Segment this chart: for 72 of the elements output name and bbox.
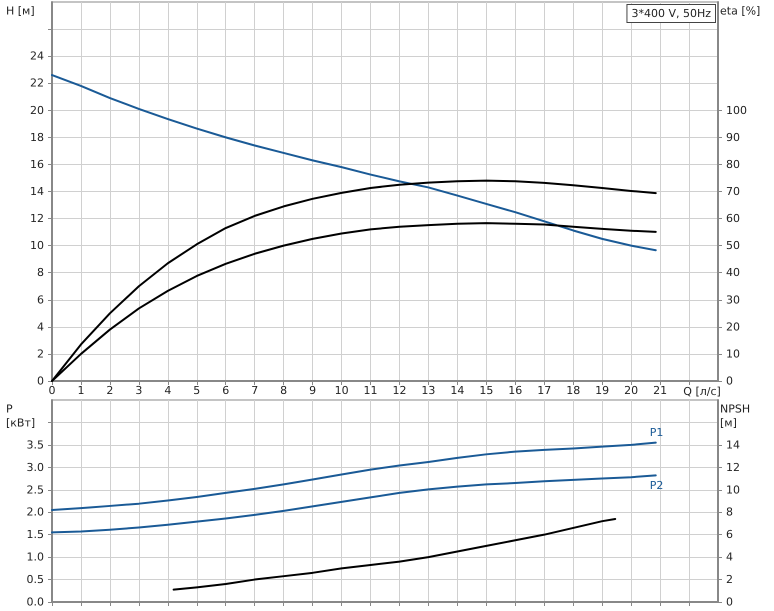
y2-tick-label: 90	[726, 130, 740, 144]
x-tick-label: 0	[48, 384, 56, 397]
x-tick-label: 17	[537, 384, 552, 397]
y-tick-label: 2.0	[26, 506, 44, 519]
y2-tick-label: 60	[726, 212, 740, 226]
y2-tick-label: 0	[726, 374, 733, 388]
x-tick-label: 14	[450, 384, 464, 397]
y-tick-label: 8	[37, 266, 44, 280]
y-tick-label: 20	[30, 104, 44, 117]
x-tick-label: 1	[77, 384, 84, 397]
x-axis-title: Q [л/с]	[683, 385, 721, 398]
y-tick-label: 0.5	[26, 573, 44, 586]
series-label: P2	[650, 478, 664, 492]
y2-tick-label: 10	[726, 347, 740, 360]
y-tick-label: 6	[37, 293, 44, 306]
y-tick-label: 1.0	[26, 550, 44, 564]
x-tick-label: 2	[106, 384, 114, 397]
y-tick-label: 10	[30, 239, 44, 252]
x-tick-label: 6	[222, 384, 230, 397]
y2-tick-label: 20	[726, 320, 740, 334]
x-tick-label: 13	[421, 384, 436, 397]
y2-tick-label: 12	[726, 460, 740, 474]
x-tick-label: 9	[309, 384, 316, 397]
x-tick-label: 21	[653, 384, 668, 397]
x-tick-label: 3	[135, 384, 142, 397]
y-tick-label: 1.5	[26, 528, 44, 542]
y-tick-label: 12	[30, 212, 44, 226]
y-tick-label: 14	[30, 185, 44, 198]
x-tick-label: 10	[334, 384, 349, 397]
y2-tick-label: 30	[726, 293, 740, 306]
y2-tick-label: 14	[726, 438, 740, 452]
y2-tick-label: 8	[726, 506, 733, 519]
y-axis-title: P [кВт]	[6, 402, 36, 430]
y2-axis-title: NPSH [м]	[720, 402, 754, 430]
x-tick-label: 12	[392, 384, 406, 397]
y-tick-label: 24	[30, 50, 44, 63]
y2-tick-label: 2	[726, 573, 733, 586]
y2-tick-label: 0	[726, 596, 733, 608]
x-tick-label: 5	[193, 384, 200, 397]
y2-tick-label: 80	[726, 158, 740, 171]
y-tick-label: 3.0	[26, 460, 44, 474]
y-tick-label: 2	[37, 347, 44, 360]
line-series	[172, 518, 616, 591]
y-tick-label: 0.0	[26, 596, 44, 608]
x-tick-label: 4	[164, 384, 172, 397]
y2-tick-label: 100	[726, 104, 747, 117]
y2-tick-label: 4	[726, 550, 733, 564]
y-tick-label: 4	[37, 320, 44, 334]
y-tick-label: 16	[30, 158, 44, 171]
x-tick-label: 11	[364, 384, 378, 397]
y2-tick-label: 70	[726, 185, 740, 198]
line-series	[51, 74, 657, 252]
y2-axis-title: eta [%]	[720, 4, 760, 18]
x-tick-label: 8	[280, 384, 288, 397]
y2-tick-label: 10	[726, 483, 740, 496]
y-axis-title: H [м]	[6, 4, 35, 18]
y-tick-label: 2.5	[26, 483, 44, 496]
y-tick-label: 22	[30, 76, 44, 90]
y2-tick-label: 50	[726, 239, 740, 252]
y-tick-label: 0	[37, 374, 44, 388]
y2-tick-label: 40	[726, 266, 740, 280]
annotation: 3*400 V, 50Hz	[631, 7, 712, 20]
y2-tick-label: 6	[726, 528, 733, 542]
x-tick-label: 16	[508, 384, 522, 397]
x-tick-label: 15	[479, 384, 494, 397]
x-tick-label: 19	[595, 384, 610, 397]
x-tick-label: 7	[251, 384, 258, 397]
x-tick-label: 20	[624, 384, 638, 397]
y-tick-label: 3.5	[26, 438, 44, 452]
series-label: P1	[650, 426, 664, 440]
x-tick-label: 18	[566, 384, 580, 397]
y-tick-label: 18	[30, 130, 44, 144]
